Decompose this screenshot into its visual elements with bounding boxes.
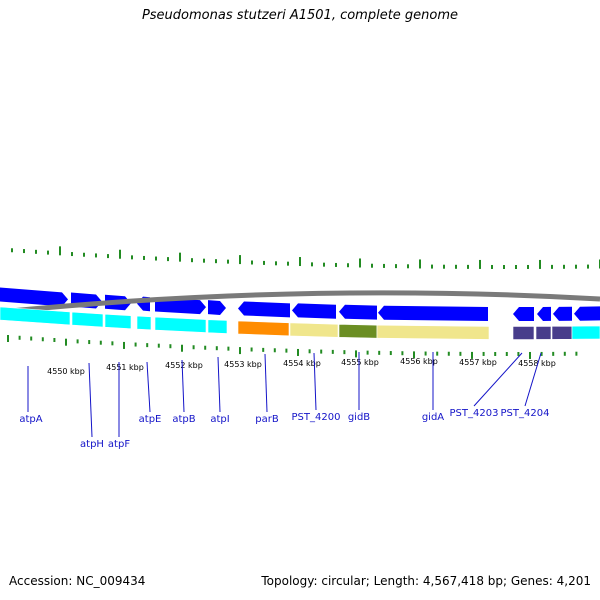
genome-title: Pseudomonas stutzeri A1501, complete gen… bbox=[141, 8, 459, 23]
reverse-cds-block bbox=[0, 306, 71, 326]
forward-cds-arrow bbox=[292, 303, 336, 319]
forward-cds-arrow bbox=[574, 306, 600, 321]
kbp-marker-label: 4551 kbp bbox=[106, 363, 144, 372]
callout-line bbox=[313, 352, 317, 411]
gene-label-atpb: atpB bbox=[172, 414, 195, 425]
gene-label-atpf: atpF bbox=[108, 439, 130, 450]
genome-summary-text: Topology: circular; Length: 4,567,418 bp… bbox=[261, 574, 591, 588]
gene-label-atpe: atpE bbox=[139, 414, 162, 425]
callout-line bbox=[146, 361, 151, 413]
accession-text: Accession: NC_009434 bbox=[9, 574, 146, 588]
genome-backbone bbox=[0, 290, 600, 315]
inner-tick-ring bbox=[7, 334, 578, 359]
reverse-cds-block bbox=[104, 313, 132, 330]
callout-line bbox=[181, 359, 185, 413]
reverse-cds-block bbox=[551, 325, 573, 340]
reverse-cds-block bbox=[71, 311, 104, 328]
reverse-cds-block bbox=[207, 319, 228, 334]
callout-line bbox=[217, 356, 221, 413]
kbp-scale: 4550 kbp 4551 kbp 4552 kbp 4553 kbp 4554 kbp… bbox=[47, 357, 556, 376]
gene-label-pst-4204: PST_4204 bbox=[501, 408, 550, 419]
forward-cds-arrow bbox=[553, 306, 572, 321]
callout-line bbox=[524, 352, 542, 407]
forward-strand-track bbox=[0, 287, 600, 321]
kbp-marker-label: 4553 kbp bbox=[224, 360, 262, 369]
reverse-cds-block bbox=[289, 322, 339, 338]
gene-callouts: atpA atpH atpF atpE atpB atpI parB PST_4200 gidB… bbox=[19, 352, 549, 450]
gene-label-atpi: atpI bbox=[210, 414, 229, 425]
gene-label-pst-4200: PST_4200 bbox=[292, 412, 341, 423]
kbp-marker-label: 4558 kbp bbox=[518, 359, 556, 368]
outer-tick-ring bbox=[11, 246, 600, 269]
reverse-cds-block bbox=[136, 315, 152, 331]
callout-line bbox=[88, 362, 93, 438]
forward-cds-arrow bbox=[0, 287, 68, 307]
forward-cds-arrow bbox=[155, 297, 206, 315]
gene-label-atph: atpH bbox=[80, 439, 104, 450]
kbp-marker-label: 4555 kbp bbox=[341, 358, 379, 367]
forward-cds-arrow bbox=[513, 306, 534, 321]
reverse-cds-block bbox=[512, 326, 535, 340]
gene-label-pst-4203: PST_4203 bbox=[450, 408, 499, 419]
kbp-marker-label: 4550 kbp bbox=[47, 367, 85, 376]
forward-cds-arrow bbox=[537, 306, 551, 321]
gene-label-atpa: atpA bbox=[19, 414, 42, 425]
reverse-cds-block bbox=[338, 324, 378, 339]
kbp-marker-label: 4554 kbp bbox=[283, 359, 321, 368]
reverse-cds-block bbox=[376, 324, 490, 340]
callout-line bbox=[264, 353, 268, 413]
gene-label-parb: parB bbox=[255, 414, 279, 425]
gene-label-gida: gidA bbox=[422, 412, 444, 423]
reverse-cds-block bbox=[237, 320, 290, 337]
kbp-marker-label: 4556 kbp bbox=[400, 357, 438, 366]
callout-line bbox=[473, 352, 523, 407]
gene-label-gidb: gidB bbox=[348, 412, 370, 423]
reverse-cds-block bbox=[154, 316, 207, 333]
forward-cds-arrow bbox=[378, 305, 488, 321]
reverse-cds-block bbox=[571, 325, 600, 340]
forward-cds-arrow bbox=[238, 301, 290, 318]
reverse-strand-track bbox=[0, 306, 600, 340]
reverse-cds-block bbox=[535, 326, 552, 340]
kbp-marker-label: 4552 kbp bbox=[165, 361, 203, 370]
forward-cds-arrow bbox=[339, 304, 377, 320]
kbp-marker-label: 4557 kbp bbox=[459, 358, 497, 367]
forward-cds-arrow bbox=[208, 300, 226, 315]
